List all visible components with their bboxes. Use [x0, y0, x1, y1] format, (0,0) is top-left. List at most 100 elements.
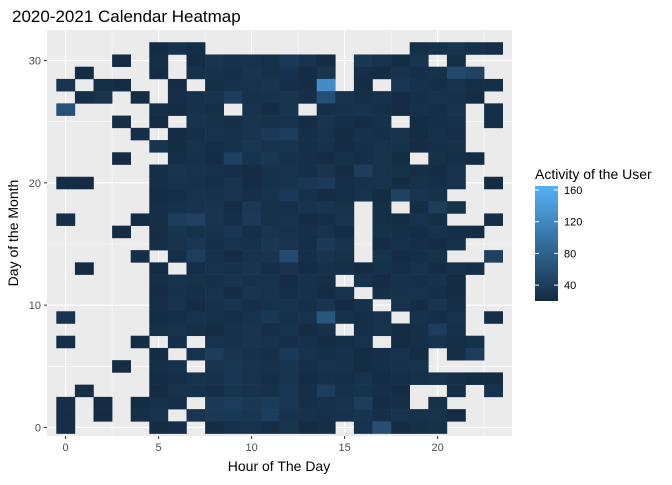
heatmap-cell [298, 274, 317, 288]
heatmap-cell [242, 127, 262, 141]
heatmap-cell [167, 152, 187, 165]
heatmap-cell [298, 372, 317, 385]
heatmap-cell [279, 299, 299, 312]
heatmap-cell [446, 103, 466, 116]
heatmap-cell [260, 396, 280, 410]
heatmap-cell [409, 164, 429, 178]
heatmap-cell [391, 103, 410, 116]
heatmap-cell [186, 274, 206, 288]
heatmap-cell [484, 42, 503, 55]
heatmap-cell [391, 152, 410, 165]
heatmap-cell [409, 360, 429, 373]
heatmap-cell [260, 140, 280, 153]
heatmap-cell [167, 335, 187, 349]
heatmap-cell [316, 78, 336, 92]
heatmap-cell [186, 176, 206, 190]
heatmap-cell [391, 54, 410, 67]
heatmap-cell [74, 66, 94, 80]
heatmap-cell [205, 188, 224, 202]
heatmap-cell [409, 127, 429, 141]
heatmap-cell [335, 176, 355, 190]
heatmap-cell [167, 140, 187, 153]
heatmap-cell [428, 262, 448, 275]
heatmap-cell [279, 91, 299, 104]
heatmap-cell [167, 323, 187, 337]
legend-tick-label: 80 [564, 248, 576, 260]
heatmap-cell [223, 409, 243, 422]
heatmap-cell [353, 164, 373, 178]
heatmap-cell [316, 299, 336, 312]
x-tick-label: 5 [156, 442, 162, 454]
heatmap-cell [186, 201, 206, 214]
heatmap-cell [167, 78, 187, 92]
heatmap-cell [372, 127, 392, 141]
heatmap-cell [279, 115, 299, 129]
heatmap-cell [93, 78, 113, 92]
heatmap-cell [242, 91, 262, 104]
heatmap-cell [335, 360, 355, 373]
x-axis-label: Hour of The Day [228, 458, 330, 474]
legend-title: Activity of the User [535, 166, 652, 182]
heatmap-cell [56, 176, 76, 190]
heatmap-cell [391, 188, 410, 202]
heatmap-cell [372, 103, 392, 116]
heatmap-cell [335, 127, 355, 141]
heatmap-cell [149, 115, 169, 129]
heatmap-cell [316, 237, 336, 251]
heatmap-cell [279, 225, 299, 239]
heatmap-cell [149, 311, 169, 324]
heatmap-cell [335, 91, 355, 104]
heatmap-cell [242, 311, 262, 324]
heatmap-cell [186, 347, 206, 361]
heatmap-cell [260, 384, 280, 398]
heatmap-cell [149, 140, 169, 153]
heatmap-cell [130, 213, 150, 226]
heatmap-cell [372, 164, 392, 178]
heatmap-cell [353, 176, 373, 190]
heatmap-cell [205, 213, 224, 226]
heatmap-cell [409, 323, 429, 337]
heatmap-cell [409, 201, 429, 214]
heatmap-cell [428, 127, 448, 141]
heatmap-cell [242, 115, 262, 129]
heatmap-cell [205, 311, 224, 324]
heatmap-cell [223, 115, 243, 129]
heatmap-cell [186, 286, 206, 300]
heatmap-cell [167, 360, 187, 373]
heatmap-cell [372, 262, 392, 275]
heatmap-cell [167, 237, 187, 251]
heatmap-cell [353, 66, 373, 80]
heatmap-cell [205, 237, 224, 251]
heatmap-cell [391, 140, 410, 153]
heatmap-cell [167, 286, 187, 300]
heatmap-cell [316, 372, 336, 385]
heatmap-cell [242, 262, 262, 275]
heatmap-cell [242, 176, 262, 190]
heatmap-cell [446, 372, 466, 385]
heatmap-cell [409, 91, 429, 104]
heatmap-cell [428, 299, 448, 312]
heatmap-cell [149, 213, 169, 226]
heatmap-cell [298, 347, 317, 361]
heatmap-cell [186, 409, 206, 422]
heatmap-cell [223, 164, 243, 178]
heatmap-cell [186, 103, 206, 116]
heatmap-cell [112, 115, 131, 129]
heatmap-cell [465, 152, 485, 165]
heatmap-cell [242, 335, 262, 349]
heatmap-cell [149, 421, 169, 434]
heatmap-cell [298, 299, 317, 312]
heatmap-cell [298, 360, 317, 373]
heatmap-cell [409, 213, 429, 226]
heatmap-cell [260, 66, 280, 80]
heatmap-cell [391, 213, 410, 226]
heatmap-cell [446, 262, 466, 275]
heatmap-cell [167, 372, 187, 385]
heatmap-cell [409, 409, 429, 422]
heatmap-cells [56, 42, 503, 434]
heatmap-cell [372, 421, 392, 434]
heatmap-cell [260, 188, 280, 202]
heatmap-cell [409, 421, 429, 434]
heatmap-cell [428, 201, 448, 214]
heatmap-cell [446, 140, 466, 153]
